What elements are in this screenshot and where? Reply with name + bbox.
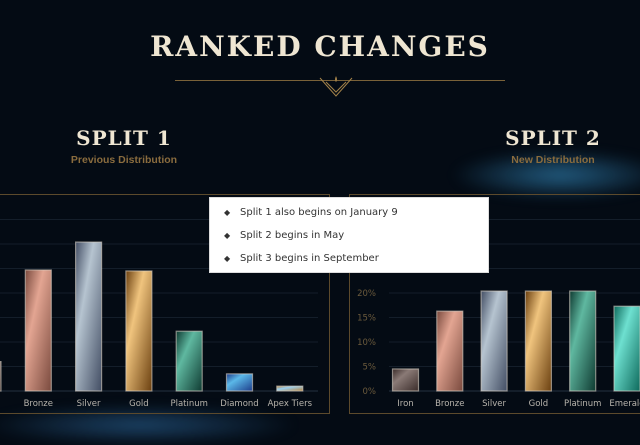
x-tick-label: Silver — [482, 399, 506, 409]
x-tick-label: Iron — [397, 399, 413, 409]
bar-bronze — [436, 310, 464, 392]
bar-iron — [0, 361, 2, 392]
bar-platinum — [569, 290, 597, 392]
x-tick-label: Gold — [129, 399, 149, 409]
bar-diamond — [225, 373, 254, 392]
x-tick-label: Platinum — [564, 399, 601, 409]
bar-bronze — [24, 269, 52, 392]
popup-item-text: Split 2 begins in May — [240, 230, 345, 241]
bar-iron — [391, 368, 420, 392]
split-1-title: SPLIT 1 — [76, 126, 172, 150]
y-tick-label: 20% — [357, 289, 376, 299]
x-tick-label: Silver — [77, 399, 101, 409]
split-2-subtitle: New Distribution — [511, 154, 595, 166]
bullet-icon: ◆ — [224, 231, 231, 240]
distribution-charts: Iron Bronze Silver Gold Platinum Diamond Apex … — [0, 219, 640, 409]
bullet-icon: ◆ — [224, 254, 231, 263]
split-2-title: SPLIT 2 — [505, 126, 601, 150]
bar-apex-tiers — [276, 385, 304, 392]
x-tick-label: Bronze — [435, 399, 464, 409]
emblem-icon — [319, 76, 353, 97]
popup-item: ◆ Split 1 also begins on January 9 — [224, 207, 398, 218]
bar-gold — [125, 270, 153, 392]
split-dates-popup: ◆ Split 1 also begins on January 9 ◆ Split… — [209, 197, 489, 273]
split-2-chart-frame — [349, 194, 640, 414]
x-tick-label: Platinum — [170, 399, 207, 409]
x-tick-label: Bronze — [24, 399, 53, 409]
bar-silver — [480, 290, 508, 392]
bar-emerald — [613, 305, 640, 392]
y-tick-label: 15% — [357, 314, 376, 324]
page-title: RANKED CHANGES — [150, 30, 490, 63]
split-1-chart-frame — [0, 194, 330, 414]
bullet-icon: ◆ — [224, 208, 231, 217]
bar-platinum — [175, 330, 203, 392]
bar-silver — [74, 241, 103, 392]
popup-item-text: Split 1 also begins on January 9 — [240, 207, 398, 218]
popup-item-text: Split 3 begins in September — [240, 253, 379, 264]
x-tick-label: Gold — [529, 399, 549, 409]
popup-item: ◆ Split 2 begins in May — [224, 230, 344, 241]
y-tick-label: 10% — [357, 338, 376, 348]
popup-item: ◆ Split 3 begins in September — [224, 253, 379, 264]
title-divider — [175, 80, 505, 81]
x-tick-label: Diamond — [220, 399, 258, 409]
bar-gold — [524, 290, 553, 392]
y-tick-label: 5% — [363, 363, 377, 373]
x-tick-label: Emerald — [609, 399, 640, 409]
y-tick-label: 0% — [363, 387, 377, 397]
x-tick-label: Apex Tiers — [268, 399, 313, 409]
split-1-subtitle: Previous Distribution — [70, 154, 178, 166]
